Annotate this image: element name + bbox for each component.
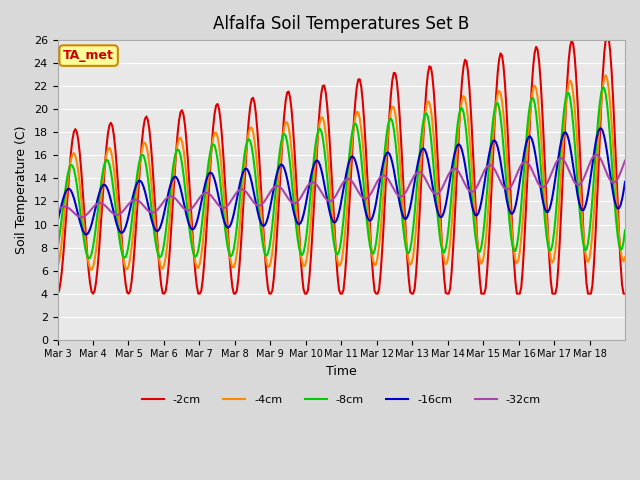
Text: TA_met: TA_met	[63, 49, 114, 62]
Title: Alfalfa Soil Temperatures Set B: Alfalfa Soil Temperatures Set B	[213, 15, 469, 33]
Y-axis label: Soil Temperature (C): Soil Temperature (C)	[15, 126, 28, 254]
Legend: -2cm, -4cm, -8cm, -16cm, -32cm: -2cm, -4cm, -8cm, -16cm, -32cm	[138, 390, 545, 409]
X-axis label: Time: Time	[326, 365, 356, 378]
